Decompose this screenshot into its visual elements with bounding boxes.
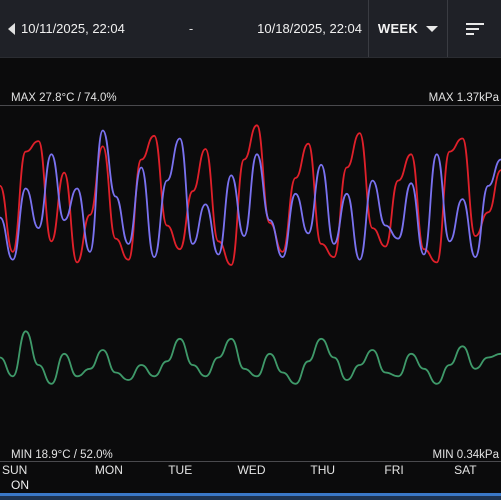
scroll-fill [0,493,501,496]
sort-icon [465,22,484,35]
previous-icon[interactable] [8,22,15,35]
day-axis: SUN MON TUE WED THU FRI SAT [0,462,501,478]
min-line [0,461,501,462]
sort-button[interactable] [448,0,501,57]
toggle-row[interactable]: ON [0,478,501,492]
date-range[interactable]: 10/11/2025, 22:04 - 10/18/2025, 22:04 [0,0,368,57]
divider [447,0,448,57]
min-vpd-label: MIN 0.34kPa [432,449,499,461]
series-line-0 [0,124,501,266]
series-line-2 [0,330,501,385]
top-bar: 10/11/2025, 22:04 - 10/18/2025, 22:04 WE… [0,0,501,58]
day-label-thu: THU [310,463,336,477]
day-label-tue: TUE [168,463,193,477]
range-start: 10/11/2025, 22:04 [21,21,125,36]
day-label-mon: MON [94,463,123,477]
period-dropdown[interactable]: WEEK [369,0,447,57]
range-end: 10/18/2025, 22:04 [257,21,362,36]
day-label-sun: SUN [2,463,28,477]
chevron-down-icon [426,25,439,32]
toggle-label: ON [11,478,29,492]
max-temp-humidity-label: MAX 27.8°C / 74.0% [11,92,117,104]
sensor-chart[interactable] [0,105,501,450]
day-label-sat: SAT [454,463,477,477]
scroll-track[interactable] [0,493,501,500]
range-separator: - [188,21,194,36]
period-label: WEEK [377,21,419,36]
day-label-wed: WED [237,463,266,477]
divider [368,0,369,57]
max-line [0,105,501,106]
max-vpd-label: MAX 1.37kPa [428,92,499,104]
series-line-1 [0,129,501,261]
min-temp-humidity-label: MIN 18.9°C / 52.0% [11,449,113,461]
day-label-fri: FRI [384,463,404,477]
